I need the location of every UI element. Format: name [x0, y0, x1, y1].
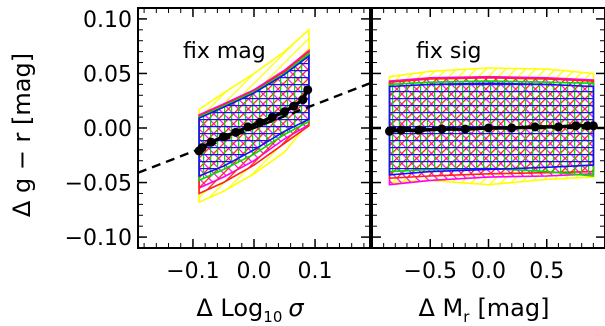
data-point — [460, 124, 470, 134]
x-tick-label: −0.5 — [404, 259, 457, 284]
data-point — [280, 107, 290, 117]
data-point — [484, 123, 493, 133]
panel-label: fix sig — [416, 39, 481, 64]
data-point — [384, 126, 394, 136]
data-point — [530, 122, 540, 132]
x-axis-label: Δ Mr [mag] — [419, 294, 550, 326]
data-point — [218, 132, 228, 142]
data-point — [255, 118, 265, 128]
data-point — [588, 121, 598, 131]
data-point — [206, 137, 216, 147]
x-tick-label: 0.5 — [529, 259, 564, 284]
band-blue — [198, 54, 310, 178]
x-tick-label: −0.1 — [166, 259, 219, 284]
y-tick-label: 0.05 — [83, 62, 132, 87]
panel-fix-mag: −0.1 0.0 0.1 −0.10 −0.05 0.00 0.05 0.10 fix mag… — [65, 7, 371, 326]
data-point — [571, 121, 581, 131]
y-tick-label: 0.10 — [83, 8, 132, 33]
data-series — [194, 85, 313, 156]
x-tick-label: 0.0 — [471, 259, 506, 284]
x-axis-label: Δ Log10 σ — [196, 294, 304, 326]
x-axis-label-main: Δ M — [419, 294, 464, 322]
x-axis-label-sub: r — [463, 308, 470, 326]
fit-line — [137, 82, 371, 174]
data-point — [298, 95, 308, 105]
data-point — [197, 143, 207, 153]
x-tick-label: 0.1 — [298, 259, 333, 284]
axis-ticks: −0.5 0.0 0.5 — [371, 7, 605, 284]
data-point — [303, 85, 313, 95]
x-axis-label-tail: σ — [288, 294, 304, 322]
y-axis-label: Δ g − r [mag] — [8, 53, 36, 217]
data-point — [231, 127, 241, 137]
data-point — [507, 123, 517, 133]
fit-dashed-line — [137, 82, 371, 174]
x-axis-label-main: Δ Log — [196, 294, 263, 322]
y-tick-label: −0.10 — [65, 226, 132, 251]
axis-ticks: −0.1 0.0 0.1 −0.10 −0.05 0.00 0.05 0.10 — [65, 7, 370, 284]
uncertainty-bands — [198, 28, 310, 204]
data-point — [414, 125, 424, 135]
y-tick-label: 0.00 — [83, 117, 132, 142]
y-tick-label: −0.05 — [65, 172, 132, 197]
x-axis-label-sub: 10 — [263, 308, 282, 326]
data-series — [384, 121, 598, 136]
panel-label: fix mag — [183, 39, 266, 64]
x-tick-label: 0.0 — [237, 259, 272, 284]
data-point — [243, 122, 253, 132]
data-point — [437, 124, 447, 134]
data-point — [396, 125, 406, 135]
data-point — [267, 112, 277, 122]
panel-fix-sig: −0.5 0.0 0.5 fix sig Δ Mr [mag] — [371, 7, 605, 326]
data-point — [553, 122, 563, 132]
data-point — [289, 101, 299, 111]
x-axis-label-tail: [mag] — [477, 294, 549, 322]
